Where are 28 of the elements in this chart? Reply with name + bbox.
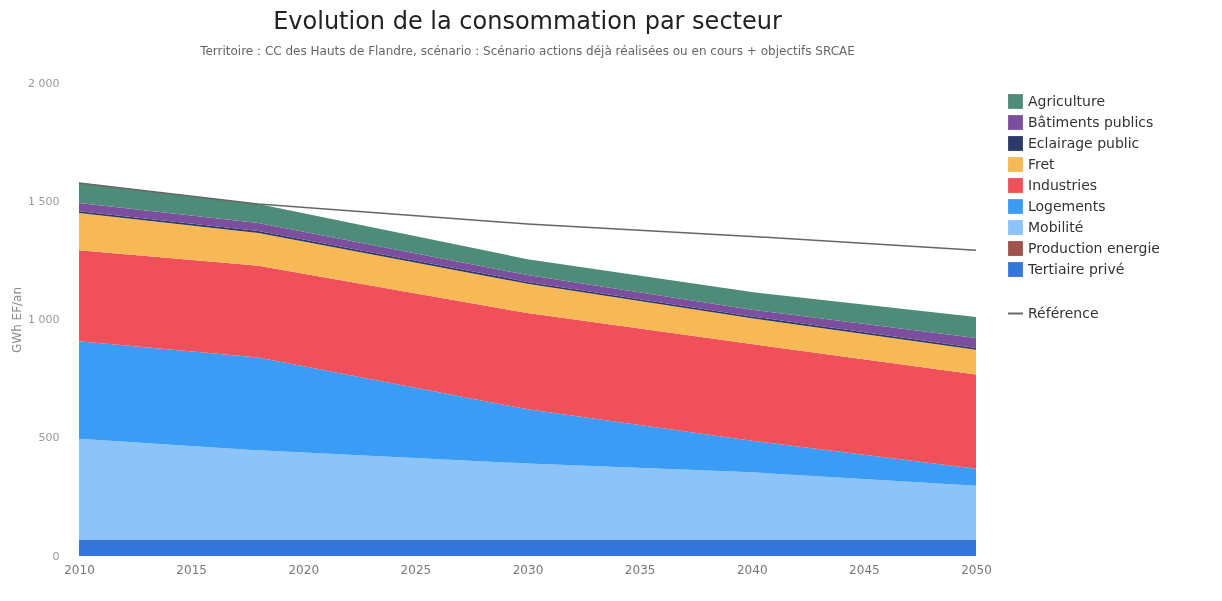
y-axis-title: GWh EF/an <box>10 286 25 354</box>
chart-subtitle: Territoire : CC des Hauts de Flandre, scénario : Scénario actions déjà réalisées ou en cours + objectifs SRCAE <box>199 44 855 58</box>
line-series <box>78 182 977 251</box>
x-tick-label: 2030 <box>512 562 544 577</box>
legend-label: Tertiaire privé <box>1027 260 1125 277</box>
legend-label: Industries <box>1028 176 1098 193</box>
chart-title: Evolution de la consommation par secteur <box>273 7 782 35</box>
legend-label: Production energie <box>1028 239 1160 256</box>
legend-label: Logements <box>1028 197 1106 214</box>
x-tick-label: 2025 <box>400 562 432 577</box>
y-tick-label: 1 000 <box>28 313 60 326</box>
x-tick-label: 2015 <box>176 562 207 577</box>
x-tick-label: 2045 <box>849 562 880 577</box>
y-tick-label: 500 <box>38 431 60 445</box>
y-tick-label: 0 <box>52 549 60 563</box>
x-tick-label: 2010 <box>64 562 95 577</box>
x-tick-label: 2020 <box>288 562 320 577</box>
x-tick-label: 2040 <box>736 562 768 577</box>
legend-label: Eclairage public <box>1028 134 1140 151</box>
legend-label: Référence <box>1028 304 1099 321</box>
y-tick-label: 1 500 <box>28 194 60 208</box>
x-tick-label: 2050 <box>961 562 992 577</box>
legend-label: Bâtiments publics <box>1028 113 1154 130</box>
legend-label: Agriculture <box>1028 92 1105 109</box>
x-tick-label: 2035 <box>624 562 656 577</box>
legend-label: Fret <box>1028 155 1056 172</box>
y-tick-label: 2 000 <box>28 76 60 90</box>
legend-label: Mobilité <box>1028 218 1084 235</box>
